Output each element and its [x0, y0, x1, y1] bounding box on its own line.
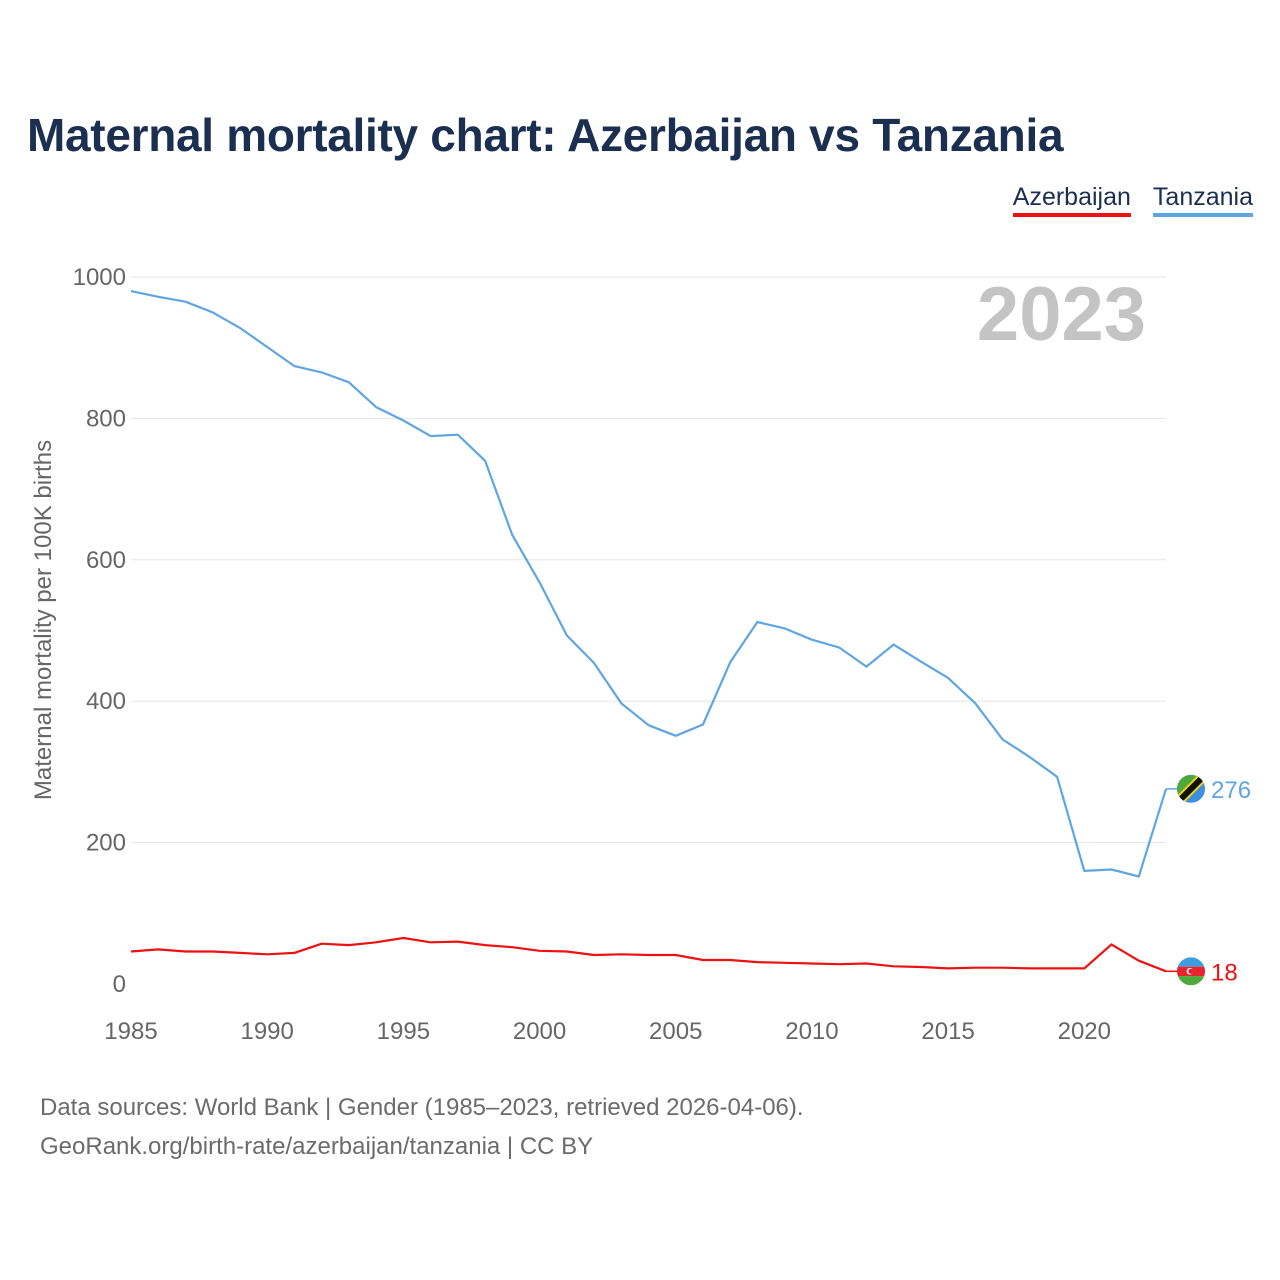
chart-title: Maternal mortality chart: Azerbaijan vs …: [27, 109, 1064, 161]
legend-item-azerbaijan[interactable]: Azerbaijan: [1012, 183, 1131, 217]
x-tick-label: 2020: [1058, 1018, 1111, 1045]
y-tick-label: 1000: [73, 264, 126, 291]
x-tick-label: 2015: [921, 1018, 974, 1045]
tanzania-flag-icon: [1177, 774, 1205, 803]
y-axis-label: Maternal mortality per 100K births: [30, 440, 57, 800]
y-tick-label: 200: [86, 830, 126, 857]
end-value-label-azerbaijan: 18: [1211, 959, 1238, 986]
legend: Azerbaijan Tanzania: [1012, 183, 1253, 217]
y-tick-label: 800: [86, 405, 126, 432]
line-chart: 0 200 400 600 800 1000 1985 1990 1995 2000 2005 201…: [30, 264, 1251, 1045]
data-source-note: Data sources: World Bank | Gender (1985–…: [40, 1088, 804, 1166]
source-line: Data sources: World Bank | Gender (1985–…: [40, 1094, 804, 1121]
y-tick-label: 600: [86, 547, 126, 574]
year-watermark: 2023: [977, 272, 1146, 357]
end-value-label-tanzania: 276: [1211, 777, 1251, 804]
series-line-azerbaijan: [130, 936, 1167, 973]
x-tick-label: 1990: [240, 1018, 293, 1045]
x-tick-label: 2000: [513, 1018, 566, 1045]
legend-item-tanzania[interactable]: Tanzania: [1152, 183, 1253, 217]
x-tick-label: 2010: [785, 1018, 838, 1045]
series-line-tanzania: [130, 290, 1168, 878]
x-tick-label: 2005: [649, 1018, 702, 1045]
y-tick-label: 400: [86, 688, 126, 715]
x-tick-label: 1995: [377, 1018, 430, 1045]
y-tick-label: 0: [113, 971, 126, 998]
x-tick-label: 1985: [104, 1018, 157, 1045]
azerbaijan-flag-icon: [1177, 957, 1205, 986]
source-url-line[interactable]: GeoRank.org/birth-rate/azerbaijan/tanzan…: [40, 1133, 594, 1160]
